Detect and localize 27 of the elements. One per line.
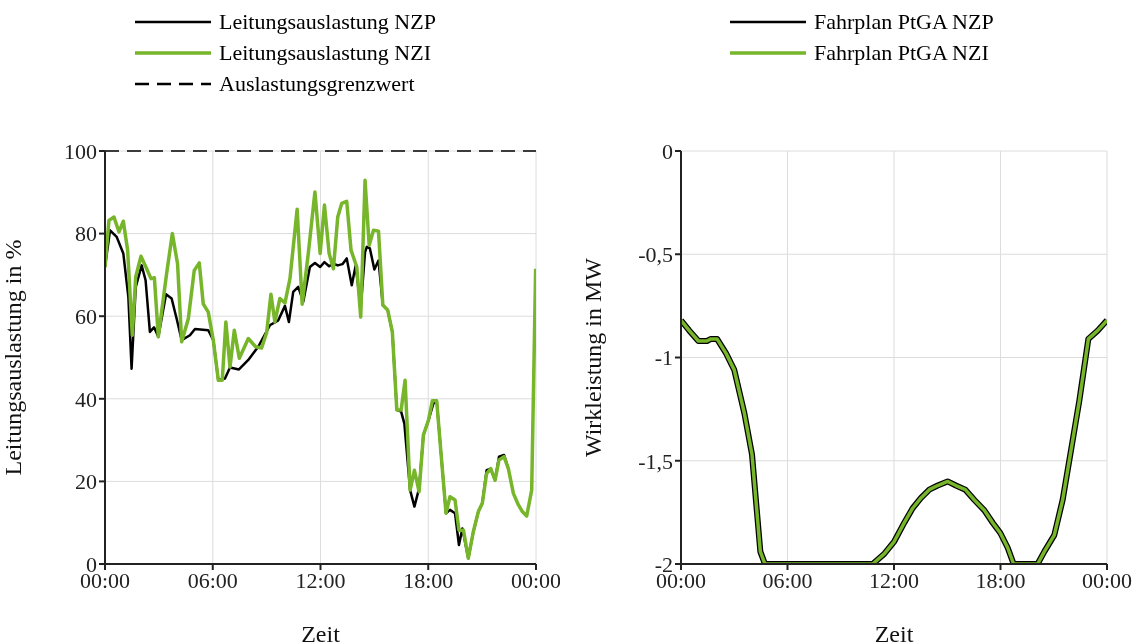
x-axis-title: Zeit — [301, 621, 341, 642]
y-tick-label: -1 — [654, 345, 673, 371]
x-tick-label: 00:00 — [510, 567, 562, 593]
x-tick-label: 06:00 — [187, 567, 238, 593]
x-tick-label: 18:00 — [403, 567, 454, 593]
legend-label: Auslastungsgrenzwert — [219, 70, 415, 97]
y-tick-label: 0 — [662, 138, 673, 164]
y-tick-label: 60 — [75, 304, 97, 330]
legend-label: Fahrplan PtGA NZP — [814, 8, 994, 35]
x-tick-label: 00:00 — [1081, 567, 1133, 593]
y-tick-label: -0,5 — [638, 242, 673, 268]
y-tick-label: 100 — [64, 138, 97, 164]
legend-label: Fahrplan PtGA NZI — [814, 39, 989, 66]
y-tick-label: 20 — [75, 469, 97, 495]
y-tick-label: 80 — [75, 221, 97, 247]
x-tick-label: 06:00 — [762, 567, 813, 593]
x-tick-label: 18:00 — [975, 567, 1026, 593]
x-tick-label: 12:00 — [295, 567, 346, 593]
y-tick-label: 40 — [75, 386, 97, 412]
y-tick-label: -1,5 — [638, 448, 673, 474]
legend-label: Leitungsauslastung NZI — [219, 39, 432, 66]
y-axis-title: Leitungsauslastung in % — [0, 239, 26, 476]
line-series — [105, 178, 536, 560]
x-axis-title: Zeit — [874, 621, 914, 642]
legend-label: Leitungsauslastung NZP — [219, 8, 436, 35]
y-axis-title: Wirkleistung in MW — [579, 257, 606, 458]
x-tick-label: 12:00 — [868, 567, 920, 593]
